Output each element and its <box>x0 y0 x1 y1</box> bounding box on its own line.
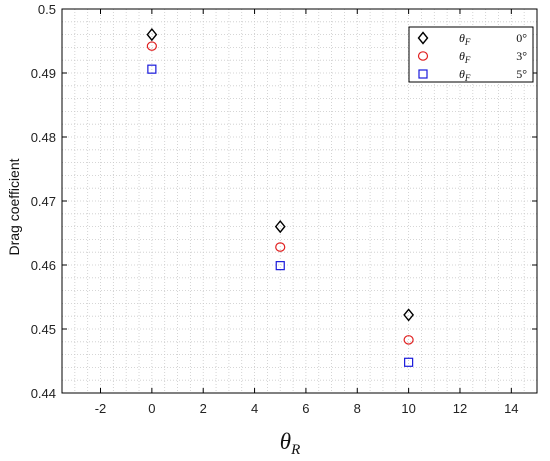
legend-box <box>408 26 534 83</box>
y-tick-label: 0.48 <box>31 130 56 145</box>
y-tick-label: 0.45 <box>31 322 56 337</box>
x-tick-label: 14 <box>504 401 518 416</box>
legend-label-subscript: F <box>464 73 471 83</box>
data-point-square <box>404 357 414 367</box>
x-tick-label: 4 <box>251 401 258 416</box>
x-axis-label-symbol: θ <box>280 429 291 454</box>
x-tick-labels: -2 0 2 4 6 8 10 12 14 <box>95 401 519 416</box>
legend-label-symbol: θF <box>459 31 471 47</box>
legend-marker-circle <box>417 51 429 61</box>
y-axis-label: Drag coefficient <box>6 158 22 255</box>
x-tick-label: 8 <box>354 401 361 416</box>
x-axis-label: θR <box>280 429 300 458</box>
data-point-circle <box>146 41 157 51</box>
legend-marker-square <box>418 69 428 79</box>
data-point-square <box>147 64 157 74</box>
data-point-square <box>275 261 285 271</box>
x-tick-label: 6 <box>302 401 309 416</box>
data-points <box>146 27 415 367</box>
x-tick-label: -2 <box>95 401 107 416</box>
y-tick-label: 0.47 <box>31 194 56 209</box>
data-point-circle <box>275 242 286 252</box>
data-point-diamond <box>274 219 286 234</box>
x-tick-label: 2 <box>200 401 207 416</box>
legend-label-value: 3° <box>516 49 527 63</box>
legend-label-symbol: θF <box>459 49 471 65</box>
y-tick-label: 0.46 <box>31 258 56 273</box>
y-tick-label: 0.44 <box>31 386 56 401</box>
data-point-diamond <box>146 27 158 42</box>
x-axis-label-subscript: R <box>290 442 300 458</box>
legend-label-subscript: F <box>464 37 471 47</box>
tick-marks <box>62 8 537 394</box>
x-tick-label: 0 <box>148 401 155 416</box>
legend: θF 0° θF 3° θF 5° <box>408 26 534 83</box>
legend-marker-diamond <box>417 31 429 45</box>
y-tick-label: 0.49 <box>31 66 56 81</box>
data-point-diamond <box>403 308 415 322</box>
y-tick-label: 0.5 <box>38 2 56 17</box>
legend-label-subscript: F <box>464 55 471 65</box>
data-point-circle <box>403 335 414 345</box>
legend-label-value: 5° <box>516 67 527 81</box>
legend-label-value: 0° <box>516 31 527 45</box>
legend-label-symbol: θF <box>459 67 471 83</box>
x-tick-label: 12 <box>453 401 467 416</box>
y-tick-labels: 0.44 0.45 0.46 0.47 0.48 0.49 0.5 <box>31 2 56 401</box>
x-tick-label: 10 <box>401 401 415 416</box>
